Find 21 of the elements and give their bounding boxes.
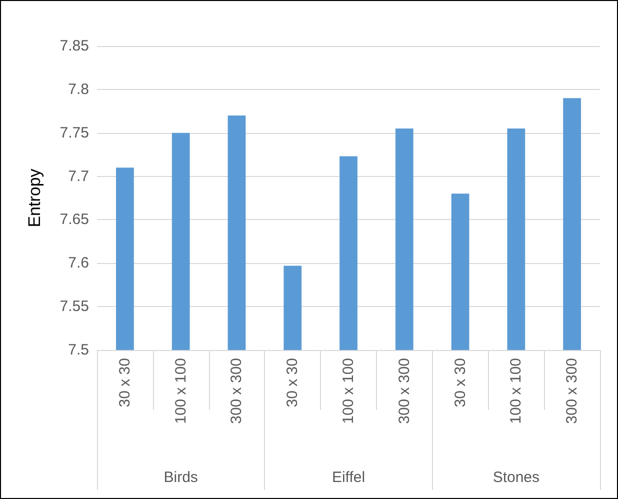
x-tick-label: 300 x 300 (396, 358, 413, 424)
text: Stones (492, 469, 540, 486)
x-tick-label: 100 x 100 (172, 358, 190, 424)
x-tick-label: 30 x 30 (452, 358, 469, 408)
x-tick-label: 100 x 100 (340, 358, 357, 424)
x-tick-label: 300 x 300 (564, 358, 581, 424)
text: Birds (164, 469, 198, 486)
y-tick-label: 7.55 (60, 298, 89, 316)
x-tick-label: 100 x 100 (508, 358, 525, 424)
text: Eiffel (332, 469, 366, 486)
y-tick-label: 7.75 (60, 124, 89, 142)
y-tick-label: 7.8 (68, 80, 89, 98)
x-tick-label: 30 x 30 (284, 358, 302, 408)
y-axis-title: Entropy (25, 168, 44, 228)
y-tick-label: 7.7 (68, 168, 89, 185)
y-tick-label: 7.65 (60, 211, 89, 228)
y-tick-label: 7.5 (68, 342, 89, 358)
x-tick-label: 300 x 300 (228, 358, 246, 424)
y-tick-label: 7.6 (68, 254, 89, 272)
x-tick-label: 30 x 30 (116, 358, 134, 408)
y-tick-label: 7.85 (60, 38, 89, 54)
